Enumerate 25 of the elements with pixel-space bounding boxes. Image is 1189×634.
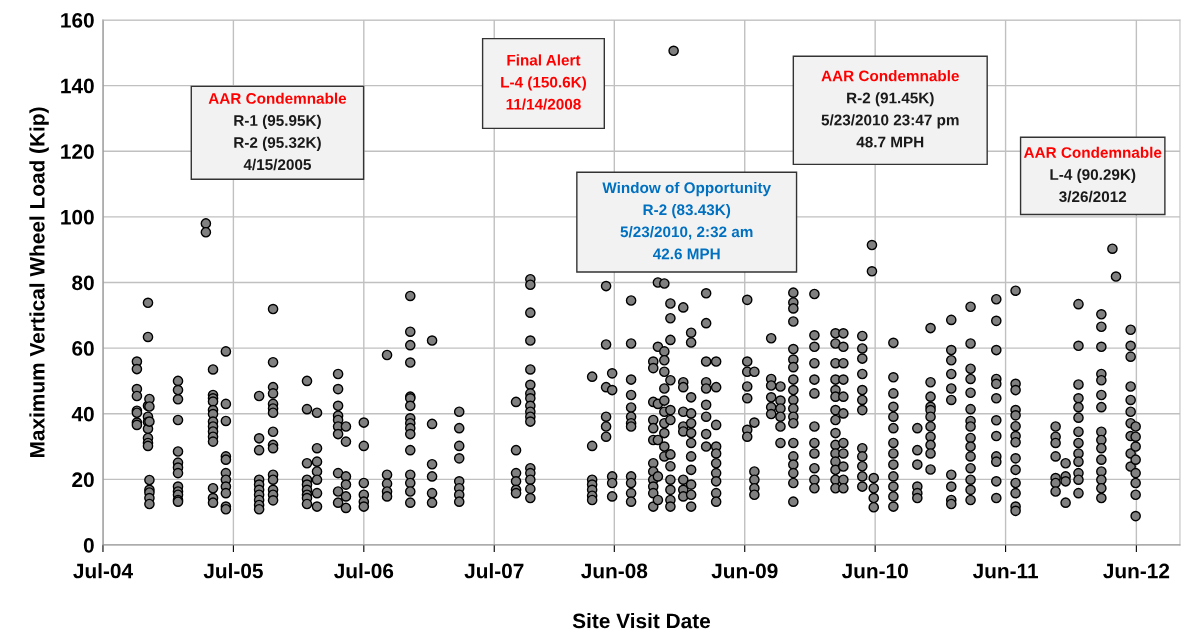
annotation: AAR Condemnable R-2 (91.45K) 5/23/2010 23:47 pm 48.7 MPH — [821, 70, 959, 148]
y-tick-label: 40 — [71, 406, 94, 422]
y-tick-label: 140 — [61, 78, 94, 94]
annotation: AAR Condemnable R-1 (95.95K) R-2 (95.32K) 4/15/2005 — [208, 92, 347, 171]
x-tick-label: Jun-10 — [841, 563, 908, 579]
y-tick-label: 60 — [72, 341, 94, 356]
x-tick-label: Jun-11 — [972, 563, 1039, 579]
x-axis-title: Site Visit Date — [572, 613, 711, 629]
y-tick-label: 80 — [72, 275, 94, 291]
x-tick-label: Jul-04 — [73, 563, 133, 579]
y-tick-label: 160 — [61, 12, 94, 28]
y-tick-label: 20 — [72, 472, 94, 488]
x-tick-label: Jun-12 — [1103, 563, 1170, 579]
annotation: Window of Opportunity R-2 (83.43K) 5/23/2010, 2:32 am 42.6 MPH — [602, 181, 771, 260]
annotation: AAR Condemnable L-4 (90.29K) 3/26/2012 — [1023, 146, 1162, 203]
y-tick-label: 120 — [61, 144, 94, 159]
x-tick-label: Jun-08 — [581, 563, 648, 579]
x-tick-label: Jun-09 — [711, 563, 778, 579]
y-tick-label: 100 — [61, 209, 94, 225]
y-axis-title: Maximum Vertical Wheel Load (Kip) — [29, 107, 49, 458]
x-tick-label: Jul-06 — [334, 563, 394, 579]
x-tick-label: Jul-07 — [464, 563, 524, 579]
y-tick-label: 0 — [83, 537, 94, 553]
annotation: Final Alert L-4 (150.6K) 11/14/2008 — [501, 54, 586, 110]
x-tick-label: Jul-05 — [203, 563, 263, 579]
